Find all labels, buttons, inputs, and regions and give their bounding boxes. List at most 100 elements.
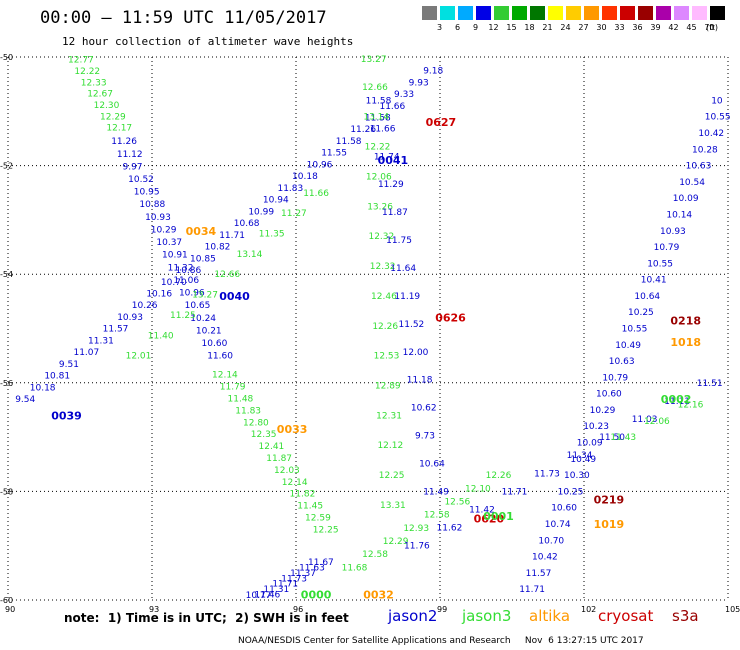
swh-value-label: 10.62 xyxy=(411,404,437,414)
swh-value-label: 11.79 xyxy=(220,383,246,393)
colorbar-swatch xyxy=(512,6,527,20)
swh-value-label: 10.25 xyxy=(558,487,584,497)
swh-value-label: 10.55 xyxy=(647,259,673,269)
colorbar-label: 21 xyxy=(542,23,553,32)
colorbar-label: 9 xyxy=(472,23,479,32)
swh-value-label: 12.00 xyxy=(403,348,429,358)
swh-value-label: 11.31 xyxy=(88,336,114,346)
swh-value-label: 11.75 xyxy=(386,236,412,246)
swh-value-label: 11.43 xyxy=(610,433,636,443)
swh-value-label: 10.91 xyxy=(162,251,188,261)
swh-value-label: 10.41 xyxy=(641,276,667,286)
swh-value-label: 9.33 xyxy=(394,90,414,100)
longitude-tick-label: 102 xyxy=(581,605,596,614)
swh-value-label: 10.93 xyxy=(145,213,171,223)
swh-value-label: 10.09 xyxy=(577,439,603,449)
swh-value-label: 12.22 xyxy=(365,143,391,153)
swh-value-label: 12.77 xyxy=(68,56,94,66)
swh-value-label: 11.48 xyxy=(228,394,254,404)
swh-value-label: 11.07 xyxy=(73,348,99,358)
swh-value-label: 11.66 xyxy=(379,102,405,112)
swh-value-label: 9.18 xyxy=(423,67,443,77)
legend-item-cryosat: cryosat xyxy=(598,607,654,625)
colorbar-swatch xyxy=(566,6,581,20)
swh-value-label: 11.64 xyxy=(390,264,416,274)
pass-time-tag: 0039 xyxy=(51,409,82,422)
swh-value-label: 10.64 xyxy=(634,292,660,302)
swh-value-label: 10.37 xyxy=(156,238,182,248)
swh-value-label: 12.26 xyxy=(486,471,512,481)
swh-value-label: 12.32 xyxy=(370,262,396,272)
swh-value-label: 10.64 xyxy=(419,459,445,469)
swh-value-label: 10.63 xyxy=(686,162,712,172)
swh-value-label: 11.67 xyxy=(308,558,334,568)
swh-value-label: 9.51 xyxy=(59,360,79,370)
colorbar-label: 12 xyxy=(488,23,499,32)
swh-value-label: 10.25 xyxy=(628,308,654,318)
swh-value-label: 12.80 xyxy=(243,418,269,428)
swh-value-label: 10.30 xyxy=(564,471,590,481)
swh-value-label: 11.12 xyxy=(117,150,143,160)
footnote: note: 1) Time is in UTC; 2) SWH is in fe… xyxy=(64,611,349,625)
swh-value-label: 11.45 xyxy=(297,502,323,512)
swh-value-label: 11.32 xyxy=(168,263,194,273)
swh-value-label: 12.01 xyxy=(126,352,152,362)
swh-value-label: 13.14 xyxy=(363,113,389,123)
swh-value-label: 10.18 xyxy=(30,383,56,393)
swh-value-label: 10.70 xyxy=(161,278,187,288)
swh-value-label: 12.93 xyxy=(403,524,429,534)
swh-value-label: 12.10 xyxy=(465,484,491,494)
swh-value-label: 10.49 xyxy=(615,341,641,351)
map-subtitle: 12 hour collection of altimeter wave hei… xyxy=(62,35,354,48)
swh-value-label: 10.60 xyxy=(202,339,228,349)
swh-value-label: 12.89 xyxy=(375,382,401,392)
pass-time-tag: 0034 xyxy=(186,225,217,238)
longitude-tick-label: 90 xyxy=(5,605,15,614)
swh-value-label: 10.82 xyxy=(205,243,231,253)
swh-value-label: 10.63 xyxy=(609,357,635,367)
swh-value-label: 10.55 xyxy=(622,325,648,335)
swh-value-label: 11.82 xyxy=(290,490,316,500)
swh-value-label: 12.22 xyxy=(74,67,100,77)
swh-value-label: 12.58 xyxy=(424,511,450,521)
swh-value-label: 10.09 xyxy=(673,194,699,204)
swh-value-label: 11.34 xyxy=(567,451,593,461)
swh-value-label: 10.26 xyxy=(132,301,158,311)
pass-time-tag: 0001 xyxy=(483,510,514,523)
swh-value-label: 11.73 xyxy=(534,469,560,479)
colorbar-swatch xyxy=(494,6,509,20)
swh-value-label: 10.52 xyxy=(128,175,154,185)
pass-time-tag: 0627 xyxy=(426,116,457,129)
swh-value-label: 10.29 xyxy=(590,406,616,416)
swh-value-label: 11.40 xyxy=(148,331,174,341)
swh-value-label: 11.52 xyxy=(399,320,425,330)
swh-value-label: 11.83 xyxy=(235,406,261,416)
swh-value-label: 10.81 xyxy=(44,372,70,382)
pass-time-tag: 0002 xyxy=(661,393,692,406)
swh-value-label: 11.06 xyxy=(173,276,199,286)
swh-value-label: 10.94 xyxy=(263,196,289,206)
pass-time-tag: 1019 xyxy=(594,518,625,531)
swh-value-label: 10.55 xyxy=(705,113,731,123)
swh-value-label: 10.99 xyxy=(248,207,274,217)
swh-value-label: 10.70 xyxy=(538,536,564,546)
map-title: 00:00 – 11:59 UTC 11/05/2017 xyxy=(40,8,327,28)
longitude-tick-label: 96 xyxy=(293,605,303,614)
swh-value-label: 12.32 xyxy=(368,232,394,242)
latitude-tick-label: -58 xyxy=(0,487,13,496)
swh-value-label: 10 xyxy=(711,96,723,106)
colorbar-label: 33 xyxy=(614,23,625,32)
swh-value-label: 12.25 xyxy=(379,471,405,481)
swh-value-label: 11.63 xyxy=(299,563,325,573)
colorbar-swatch xyxy=(710,6,725,20)
swh-value-label: 12.56 xyxy=(444,497,470,507)
swh-value-label: 11.71 xyxy=(219,231,245,241)
pass-time-tag: 0000 xyxy=(301,589,332,602)
swh-value-label: 10.29 xyxy=(151,225,177,235)
longitude-tick-label: 93 xyxy=(149,605,159,614)
swh-value-label: 10.16 xyxy=(146,289,172,299)
swh-value-label: 12.14 xyxy=(212,371,238,381)
swh-value-label: 10.93 xyxy=(117,313,143,323)
swh-value-label: 12.14 xyxy=(282,478,308,488)
